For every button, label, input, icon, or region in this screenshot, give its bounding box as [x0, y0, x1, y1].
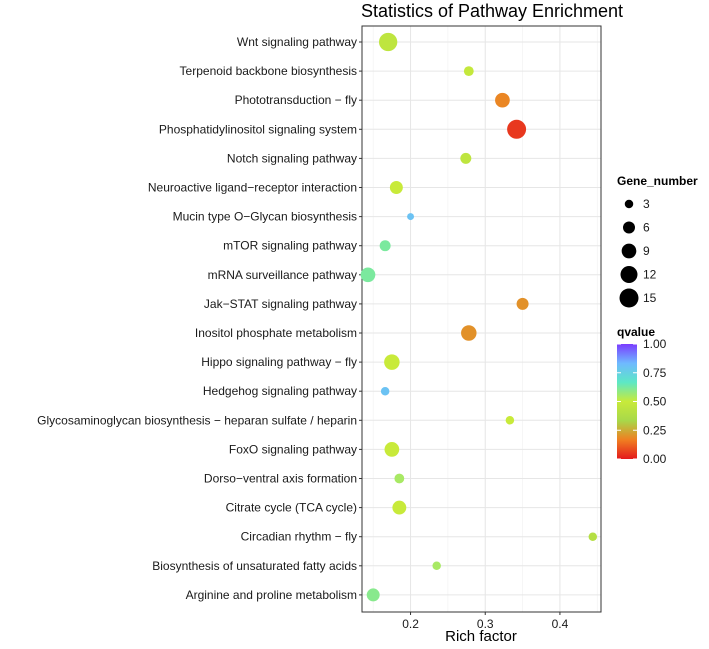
size-legend-key: [619, 288, 639, 308]
data-point: [366, 588, 380, 602]
data-point: [384, 354, 400, 370]
y-tick-label: Arginine and proline metabolism: [186, 588, 357, 602]
data-point: [380, 386, 390, 396]
data-point: [505, 416, 515, 425]
y-tick-label: Hippo signaling pathway − fly: [201, 355, 357, 369]
color-legend-label: 0.75: [643, 366, 667, 380]
x-tick-label: 0.4: [552, 617, 569, 631]
data-point: [389, 181, 403, 194]
y-tick-label: Glycosaminoglycan biosynthesis − heparan…: [37, 413, 357, 427]
data-point: [516, 297, 529, 310]
y-tick-label: Phosphatidylinositol signaling system: [159, 122, 357, 136]
y-tick-label: FoxO signaling pathway: [229, 442, 357, 456]
x-axis-label: Rich factor: [445, 628, 517, 645]
data-point: [507, 119, 527, 139]
data-point: [588, 532, 598, 541]
y-tick-label: Dorso−ventral axis formation: [204, 472, 357, 486]
y-tick-label: Biosynthesis of unsaturated fatty acids: [152, 559, 357, 573]
y-tick-label: Mucin type O−Glycan biosynthesis: [173, 210, 357, 224]
size-legend-label: 9: [643, 244, 650, 258]
x-tick-label: 0.3: [477, 617, 494, 631]
data-point: [432, 561, 441, 571]
size-legend-key: [621, 243, 637, 259]
color-legend-ticks: 1.00 0.75 0.50 0.25 0.00: [617, 337, 667, 466]
data-point: [463, 66, 474, 76]
size-legend-title: Gene_number: [617, 174, 698, 188]
y-tick-label: mTOR signaling pathway: [223, 239, 357, 253]
y-tick-label: Inositol phosphate metabolism: [195, 326, 357, 340]
y-tick-label: Notch signaling pathway: [227, 151, 357, 165]
size-legend-label: 15: [643, 291, 657, 305]
data-point: [378, 32, 398, 52]
grid-layer: [362, 26, 601, 612]
color-legend-title: qvalue: [617, 325, 655, 339]
color-legend-label: 0.00: [643, 452, 667, 466]
x-tick-label: 0.2: [402, 617, 419, 631]
data-point: [407, 213, 415, 221]
color-legend-label: 1.00: [643, 337, 667, 351]
y-tick-label: Circadian rhythm − fly: [241, 530, 357, 544]
x-axis-ticks: 0.2 0.3 0.4: [402, 612, 569, 631]
size-legend-key: [620, 266, 638, 283]
y-tick-label: Citrate cycle (TCA cycle): [226, 501, 357, 515]
color-legend-bar: [617, 344, 637, 459]
y-tick-label: mRNA surveillance pathway: [208, 268, 357, 282]
size-legend: 3 6 9 12 15: [619, 197, 657, 308]
data-point: [360, 267, 376, 283]
size-legend-label: 6: [643, 221, 650, 235]
color-legend-label: 0.25: [643, 423, 667, 437]
y-tick-label: Neuroactive ligand−receptor interaction: [148, 181, 357, 195]
y-tick-label: Phototransduction − fly: [235, 93, 357, 107]
data-point: [392, 500, 407, 515]
data-point: [394, 473, 405, 484]
y-axis-ticks: [359, 41, 362, 596]
size-legend-key: [622, 221, 636, 234]
data-point: [379, 240, 391, 252]
data-point: [461, 325, 477, 341]
y-axis-labels: Wnt signaling pathway Terpenoid backbone …: [37, 35, 357, 602]
data-point: [460, 152, 472, 164]
y-tick-label: Hedgehog signaling pathway: [203, 384, 357, 398]
data-point: [495, 92, 510, 108]
y-tick-label: Jak−STAT signaling pathway: [204, 297, 357, 311]
data-points: [360, 32, 598, 602]
data-point: [384, 442, 400, 457]
panel-background: [362, 26, 601, 612]
y-tick-label: Wnt signaling pathway: [237, 35, 357, 49]
y-tick-label: Terpenoid backbone biosynthesis: [180, 64, 357, 78]
size-legend-label: 12: [643, 268, 657, 282]
size-legend-label: 3: [643, 197, 650, 211]
plot-panel: [361, 25, 602, 613]
size-legend-key: [624, 199, 634, 209]
chart-title: Statistics of Pathway Enrichment: [361, 1, 623, 21]
color-legend-label: 0.50: [643, 395, 667, 409]
